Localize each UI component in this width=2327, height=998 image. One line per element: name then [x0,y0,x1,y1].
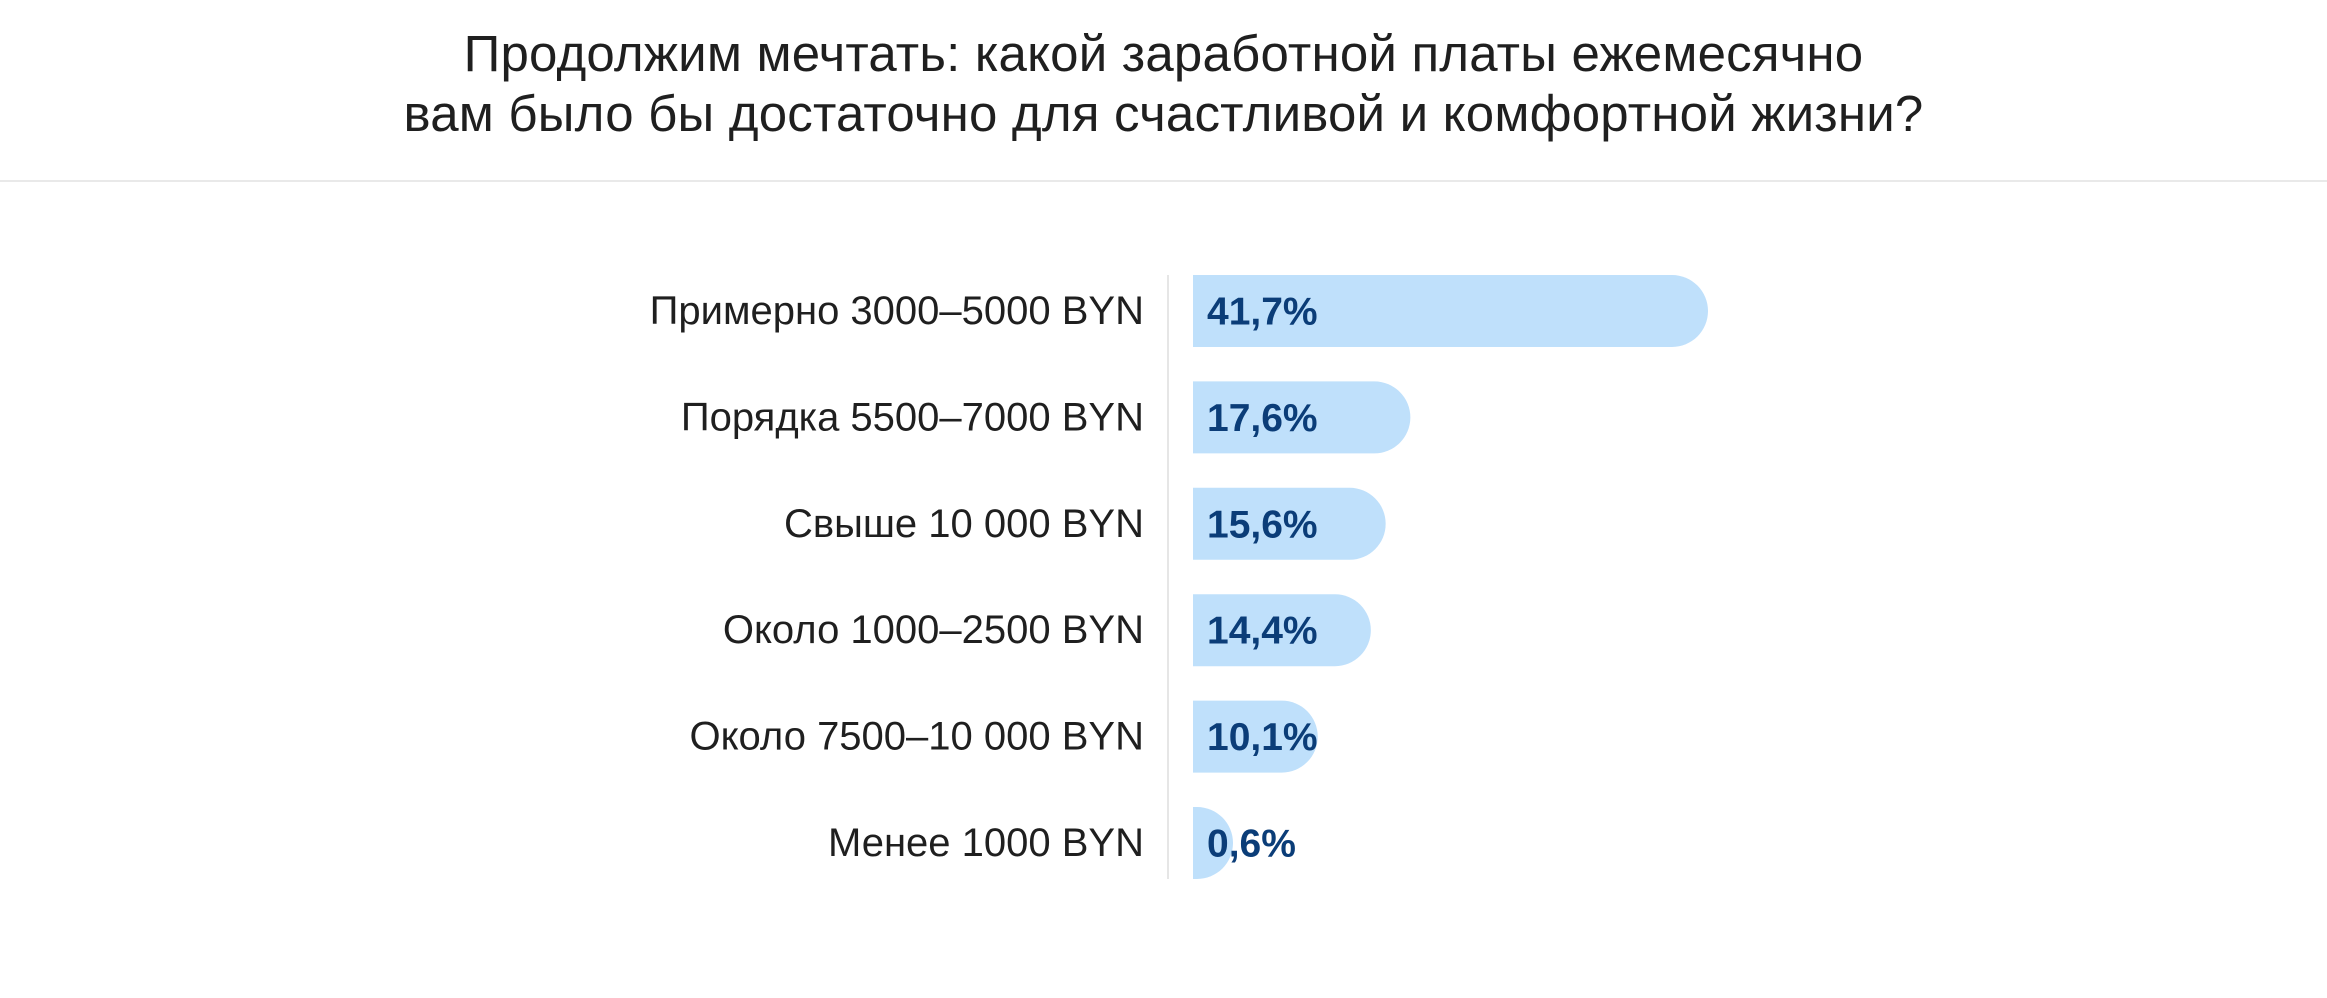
category-label: Свыше 10 000 BYN [784,502,1144,546]
bar-row: Примерно 3000–5000 BYN 41,7% [650,275,1708,347]
bar-value-label: 14,4% [1207,610,1318,653]
bar-row: Около 7500–10 000 BYN 10,1% [689,700,1318,773]
bar-row: Менее 1000 BYN 0,6% [828,807,1296,879]
bar [1193,381,1411,454]
category-label: Примерно 3000–5000 BYN [650,289,1144,333]
chart-title: Продолжим мечтать: какой заработной плат… [0,24,2327,144]
bar-row: Порядка 5500–7000 BYN 17,6% [681,381,1411,454]
category-label: Около 1000–2500 BYN [723,608,1144,652]
header-divider [0,180,2327,182]
category-label: Около 7500–10 000 BYN [689,715,1144,759]
bar-value-label: 41,7% [1207,291,1318,334]
bar-value-label: 17,6% [1207,397,1318,440]
bar [1193,487,1386,560]
category-label: Менее 1000 BYN [828,821,1144,865]
chart-title-line-1: Продолжим мечтать: какой заработной плат… [463,25,1864,82]
bar [1193,700,1318,773]
bar-value-label: 10,1% [1207,716,1318,759]
bar [1193,807,1233,879]
bar-value-label: 15,6% [1207,503,1318,546]
bar-value-label: 0,6% [1207,823,1296,866]
chart-title-line-2: вам было бы достаточно для счастливой и … [403,85,1924,142]
category-label: Порядка 5500–7000 BYN [681,395,1144,439]
bar [1193,594,1371,667]
bar-row: Около 1000–2500 BYN 14,4% [723,594,1371,667]
bar [1193,275,1708,347]
bar-row: Свыше 10 000 BYN 15,6% [784,487,1386,560]
